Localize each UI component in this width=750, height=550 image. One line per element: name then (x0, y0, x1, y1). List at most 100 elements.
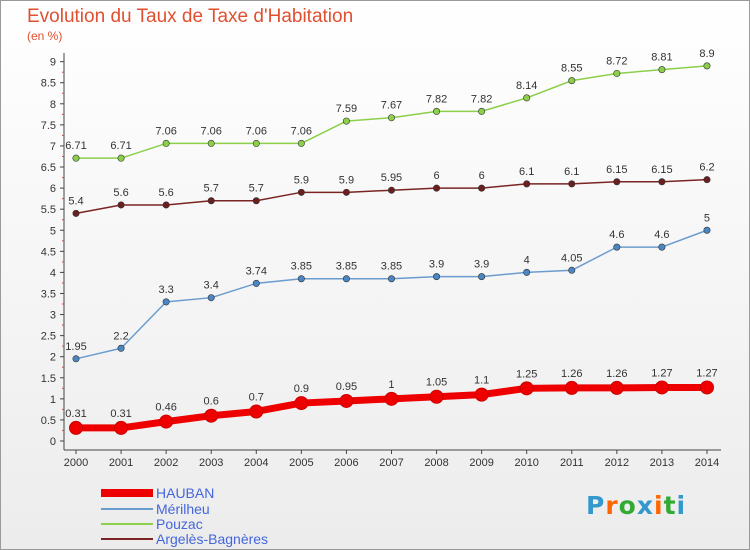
series-line (75, 65, 708, 159)
data-label: 1.27 (696, 367, 717, 379)
data-label: 5.6 (158, 187, 173, 199)
data-point (117, 154, 125, 162)
data-point (252, 139, 260, 147)
legend-item: Mérilheu (101, 501, 361, 517)
data-point (478, 184, 486, 192)
data-point (523, 180, 531, 188)
data-point (207, 294, 215, 302)
logo-letter: r (605, 491, 619, 520)
data-label: 6.15 (651, 164, 672, 176)
data-label: 6 (479, 170, 485, 182)
data-label: 7.06 (246, 125, 267, 137)
y-tick-label: 9 (50, 57, 56, 69)
data-label: 4.6 (654, 229, 669, 241)
data-label: 3.9 (429, 259, 444, 271)
data-point (384, 391, 399, 406)
data-label: 8.9 (699, 48, 714, 60)
legend-label: Argelès-Bagnères (156, 531, 269, 547)
x-tick-label: 2001 (109, 457, 133, 469)
data-point (252, 279, 260, 287)
data-point (658, 178, 666, 186)
legend-label: HAUBAN (156, 485, 215, 501)
data-point (252, 197, 260, 205)
data-point (117, 201, 125, 209)
y-tick-label: 3 (50, 310, 56, 322)
data-point (117, 344, 125, 352)
data-point (72, 355, 80, 363)
legend-item: Argelès-Bagnères (101, 531, 361, 547)
data-label: 6 (433, 170, 439, 182)
data-label: 8.72 (606, 55, 627, 67)
data-point (703, 62, 711, 70)
data-label: 8.55 (561, 63, 582, 75)
legend-item: HAUBAN (101, 485, 361, 501)
data-label: 6.71 (65, 140, 86, 152)
data-label: 7.06 (155, 125, 176, 137)
y-tick-label: 5 (50, 225, 56, 237)
data-point (69, 420, 83, 435)
logo-letter: x (636, 491, 654, 520)
data-label: 5.7 (249, 183, 264, 195)
data-point (609, 380, 624, 395)
data-point (474, 387, 489, 402)
y-tick-label: 6 (50, 183, 56, 195)
data-label: 5.9 (294, 174, 309, 186)
series-argel-s-bagn-res: 5.4 5.6 5.6 5.7 5.7 5.9 5.9 5.95 6 6 6.1 6.1 6.15 6.1… (68, 162, 715, 217)
data-point (342, 117, 350, 125)
data-label: 4.05 (561, 252, 582, 264)
x-tick-label: 2011 (560, 457, 584, 469)
data-point (249, 404, 264, 419)
data-point (429, 389, 444, 404)
data-label: 6.1 (519, 166, 534, 178)
data-point (654, 380, 669, 395)
y-tick-label: 0.5 (41, 415, 56, 427)
data-point (294, 396, 309, 411)
y-tick-label: 1 (50, 394, 56, 406)
data-label: 1.27 (651, 367, 672, 379)
data-label: 6.15 (606, 164, 627, 176)
data-label: 3.9 (474, 259, 489, 271)
y-tick-label: 8 (50, 99, 56, 111)
data-point (658, 66, 666, 74)
data-label: 1.26 (606, 368, 627, 380)
data-point (613, 178, 621, 186)
data-label: 3.4 (204, 280, 219, 292)
data-label: 3.85 (381, 261, 402, 273)
data-label: 1.05 (426, 377, 447, 389)
data-label: 1.26 (561, 368, 582, 380)
y-tick-label: 1.5 (41, 373, 56, 385)
data-label: 1 (388, 379, 394, 391)
data-label: 5.6 (113, 187, 128, 199)
data-point (564, 380, 579, 395)
x-tick-label: 2007 (379, 457, 403, 469)
x-tick-label: 2005 (289, 457, 313, 469)
data-label: 0.9 (294, 383, 309, 395)
data-point (433, 273, 441, 281)
y-tick-label: 0 (50, 436, 56, 448)
data-point (699, 380, 714, 395)
y-tick-label: 7 (50, 141, 56, 153)
data-point (339, 393, 354, 408)
data-point (568, 77, 576, 85)
data-label: 3.85 (336, 261, 357, 273)
x-tick-label: 2006 (334, 457, 358, 469)
data-label: 7.06 (291, 125, 312, 137)
data-label: 0.95 (336, 381, 357, 393)
series-m-rilheu: 1.95 2.2 3.3 3.4 3.74 3.85 3.85 3.85 3.9 3.9 4 4.05… (65, 212, 711, 363)
data-label: 1.95 (65, 341, 86, 353)
data-point (658, 243, 666, 251)
data-point (162, 139, 170, 147)
legend-swatch (101, 489, 153, 497)
y-tick-label: 6.5 (41, 162, 56, 174)
data-label: 5.7 (204, 183, 219, 195)
data-point (297, 139, 305, 147)
data-label: 1.25 (516, 368, 537, 380)
legend-swatch (101, 538, 153, 540)
x-tick-label: 2008 (424, 457, 448, 469)
data-point (297, 275, 305, 283)
y-tick-label: 7.5 (41, 120, 56, 132)
data-point (204, 408, 219, 423)
data-point (387, 275, 395, 283)
data-point (342, 275, 350, 283)
